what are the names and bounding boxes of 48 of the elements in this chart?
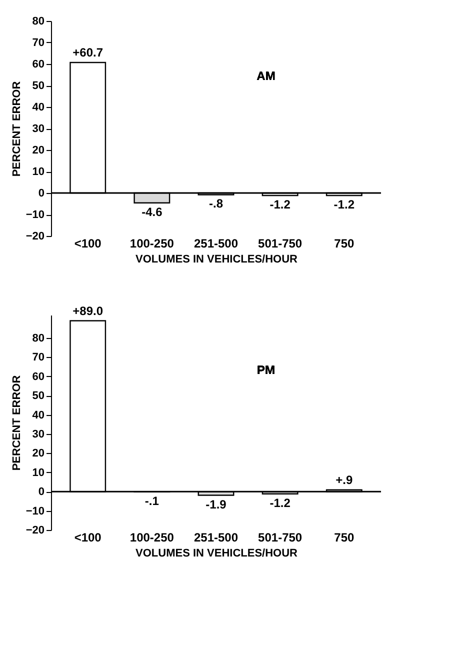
data-label: +.9 [336, 472, 353, 487]
data-label: -1.9 [206, 497, 227, 512]
x-tick-label: 750 [334, 236, 354, 250]
y-tick-label: 50 [32, 390, 44, 402]
data-label: -1.2 [334, 198, 355, 212]
x-tick-label: 501-750 [258, 236, 302, 250]
y-tick-label: −20 [26, 230, 44, 242]
x-tick-label: 750 [334, 530, 354, 544]
y-tick-label: −20 [26, 524, 44, 536]
y-tick-label: 30 [32, 123, 44, 135]
data-label: +89.0 [72, 304, 104, 318]
data-label: -.8 [208, 196, 224, 211]
y-tick-label: 80 [32, 16, 44, 28]
y-tick-label: 20 [32, 448, 44, 460]
y-tick-label: 40 [32, 409, 44, 422]
y-tick-label: 20 [32, 144, 44, 156]
y-tick-label: 70 [32, 352, 44, 364]
y-tick-label: 0 [38, 486, 44, 498]
x-axis-title: VOLUMES IN VEHICLES/HOUR [136, 254, 298, 266]
y-tick-label: 10 [32, 166, 44, 178]
x-tick-label: 100-250 [130, 530, 174, 544]
y-tick-label: 70 [32, 37, 44, 49]
y-tick-label: −10 [26, 505, 44, 518]
y-tick-label: 40 [32, 102, 44, 114]
y-axis-title: PERCENT ERROR [10, 375, 23, 471]
y-tick-label: 0 [38, 188, 44, 200]
y-tick-label: 30 [32, 428, 44, 441]
y-tick-label: 10 [32, 466, 44, 479]
data-label: -1.2 [270, 496, 291, 510]
text: PM [257, 363, 276, 377]
data-label: +60.7 [72, 45, 104, 60]
data-label: -4.6 [142, 204, 163, 219]
x-axis-title: VOLUMES IN VEHICLES/HOUR [136, 548, 298, 560]
y-tick-label: 80 [32, 332, 44, 345]
data-label: -.1 [144, 494, 160, 508]
data-label: -1.2 [270, 198, 291, 212]
x-tick-label: 100-250 [130, 236, 174, 250]
y-axis-title: PERCENT ERROR [10, 81, 23, 177]
x-tick-label: 251-500 [194, 530, 238, 544]
y-tick-label: 50 [32, 80, 44, 92]
x-tick-label: 251-500 [194, 236, 238, 250]
x-tick-label: 501-750 [258, 530, 302, 544]
x-tick-label: <100 [74, 530, 102, 544]
y-tick-label: 60 [32, 58, 44, 70]
y-tick-label: −10 [26, 209, 44, 221]
x-tick-label: <100 [74, 236, 102, 250]
text: AM [256, 69, 276, 83]
y-tick-label: 60 [32, 370, 44, 383]
